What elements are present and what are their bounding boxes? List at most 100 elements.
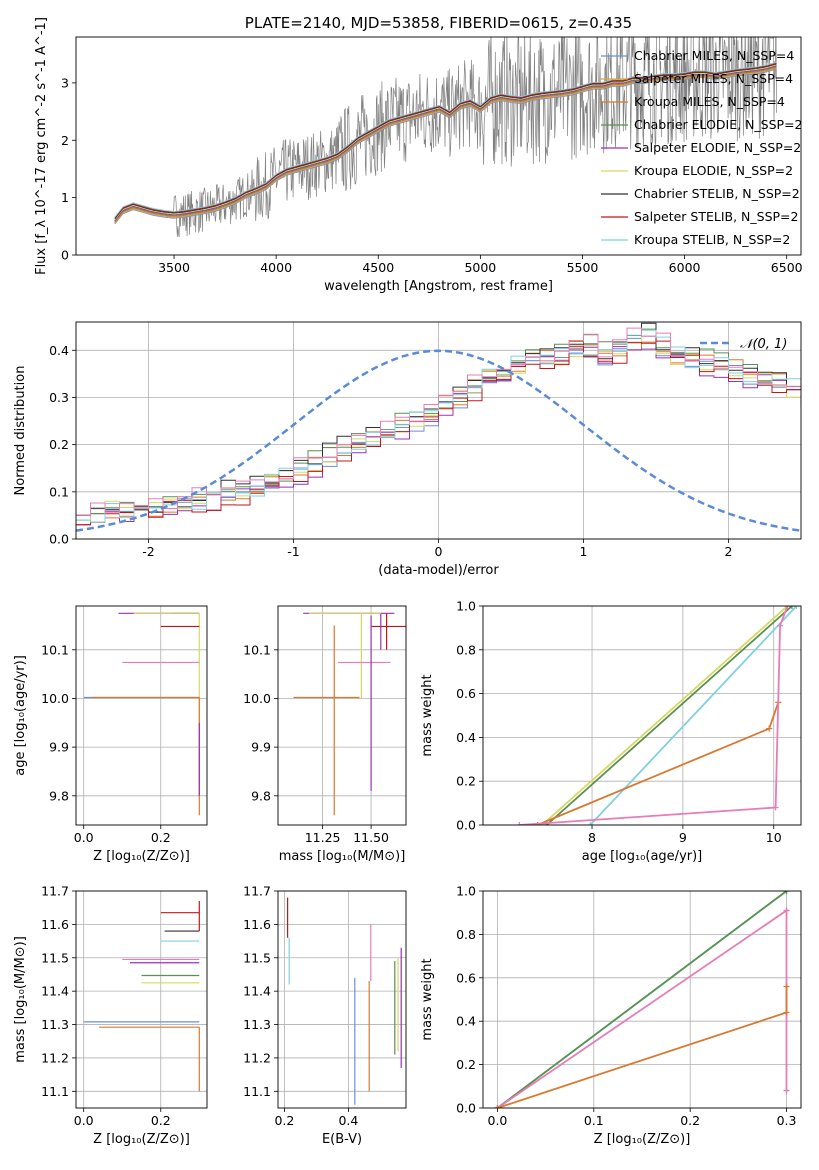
x-axis-label: age [log₁₀(age/yr)] bbox=[582, 849, 703, 864]
x-tick-label: 4000 bbox=[260, 260, 292, 275]
x-tick-label: 6500 bbox=[771, 260, 803, 275]
series-marker bbox=[783, 891, 790, 894]
y-tick-label: 9.8 bbox=[251, 788, 271, 803]
legend-label: Kroupa MILES, N_SSP=4 bbox=[634, 94, 785, 109]
series-marker bbox=[783, 1009, 790, 1016]
series-marker bbox=[766, 725, 773, 732]
line-plot bbox=[494, 891, 790, 1108]
model-spectrum bbox=[114, 61, 777, 218]
series-line bbox=[496, 891, 788, 1108]
y-tick-label: 11.4 bbox=[41, 984, 69, 999]
y-tick-label: 0 bbox=[61, 248, 69, 263]
axes-frame bbox=[75, 36, 802, 256]
y-tick-label: 11.2 bbox=[243, 1050, 271, 1065]
x-tick-label: 3500 bbox=[158, 260, 190, 275]
x-tick-label: 11.25 bbox=[305, 830, 341, 845]
y-tick-label: 1.0 bbox=[456, 884, 476, 899]
chart-title: PLATE=2140, MJD=53858, FIBERID=0615, z=0… bbox=[245, 14, 632, 32]
legend-label: Kroupa ELODIE, N_SSP=2 bbox=[634, 163, 793, 178]
y-tick-label: 11.6 bbox=[243, 917, 271, 932]
model-spectrum bbox=[114, 64, 777, 220]
y-tick-label: 0.2 bbox=[456, 1057, 476, 1072]
x-tick-label: -2 bbox=[142, 544, 154, 559]
model-spectrum bbox=[114, 66, 777, 223]
errorbar-plot bbox=[293, 612, 406, 816]
legend-label: Chabrier STELIB, N_SSP=2 bbox=[634, 186, 800, 201]
model-spectrum bbox=[114, 66, 777, 222]
legend-label: Chabrier ELODIE, N_SSP=2 bbox=[634, 117, 803, 132]
series-marker bbox=[783, 907, 790, 914]
y-axis-label: age [log₁₀(age/yr)] bbox=[13, 655, 28, 776]
y-axis-label: Normed distribution bbox=[13, 366, 28, 496]
spectrum-plot bbox=[114, 37, 777, 238]
series-marker bbox=[772, 804, 779, 811]
x-tick-label: 8 bbox=[588, 830, 596, 845]
y-tick-label: 11.5 bbox=[41, 950, 69, 965]
x-tick-label: 0.0 bbox=[74, 830, 94, 845]
errorbar-plot bbox=[83, 612, 200, 816]
y-tick-label: 11.2 bbox=[41, 1050, 69, 1065]
y-tick-label: 0.2 bbox=[49, 437, 69, 452]
y-tick-label: 11.6 bbox=[41, 917, 69, 932]
axes-frame bbox=[75, 605, 208, 826]
x-axis-label: Z [log₁₀(Z/Z⊙)] bbox=[93, 849, 190, 864]
y-tick-label: 9.9 bbox=[49, 740, 69, 755]
panel-2: 0.0 0.2 9.8 9.9 10.0 10.1 bbox=[41, 605, 208, 845]
axes-frame bbox=[482, 890, 802, 1109]
axes-frame bbox=[277, 605, 407, 826]
line-plot bbox=[516, 606, 800, 825]
x-axis-label: Z [log₁₀(Z/Z⊙)] bbox=[93, 1132, 190, 1147]
gaussian-curve bbox=[76, 349, 801, 532]
x-tick-label: 0.0 bbox=[74, 1113, 94, 1128]
y-tick-label: 9.8 bbox=[49, 788, 69, 803]
y-tick-label: 11.5 bbox=[243, 950, 271, 965]
y-tick-label: 11.3 bbox=[41, 1017, 69, 1032]
x-tick-label: 0.3 bbox=[777, 1113, 797, 1128]
y-tick-label: 11.3 bbox=[243, 1017, 271, 1032]
x-tick-label: 11.50 bbox=[353, 830, 389, 845]
y-tick-label: 0.6 bbox=[456, 970, 476, 985]
y-tick-label: 0.0 bbox=[49, 532, 69, 547]
panel-5: 0.0 0.2 11.1 11.2 11.3 11.4 11.5 11.6 11.7 bbox=[41, 884, 208, 1128]
y-tick-label: 3 bbox=[61, 75, 69, 90]
panel-0: 3500 4000 4500 5000 5500 6000 6500 0 1 2 3 Chabrier… bbox=[61, 36, 803, 275]
x-tick-label: 2 bbox=[725, 544, 733, 559]
y-axis-label: mass weight bbox=[420, 958, 435, 1040]
y-tick-label: 11.1 bbox=[41, 1084, 69, 1099]
x-tick-label: 4500 bbox=[362, 260, 394, 275]
x-tick-label: 0.0 bbox=[488, 1113, 508, 1128]
legend-label: Salpeter MILES, N_SSP=4 bbox=[634, 71, 793, 86]
panel-7: 0.0 0.1 0.2 0.3 0.0 0.2 0.4 0.6 0.8 1.0 bbox=[456, 884, 802, 1128]
y-axis-label: Flux [f_λ 10^-17 erg cm^-2 s^-1 A^-1] bbox=[34, 17, 49, 275]
series-line bbox=[541, 606, 788, 825]
legend-label: Salpeter ELODIE, N_SSP=2 bbox=[634, 140, 801, 155]
x-tick-label: 0.2 bbox=[151, 830, 171, 845]
series-line bbox=[546, 606, 793, 825]
x-tick-label: 1 bbox=[580, 544, 588, 559]
errorbar-plot bbox=[287, 897, 402, 1105]
y-tick-label: 11.1 bbox=[243, 1084, 271, 1099]
histogram-step bbox=[76, 340, 801, 526]
y-tick-label: 1 bbox=[61, 190, 69, 205]
y-tick-label: 0.8 bbox=[456, 642, 476, 657]
series-marker bbox=[783, 983, 790, 990]
model-spectrum bbox=[114, 65, 777, 221]
errorbar-plot bbox=[83, 901, 200, 1092]
panel-4: 8 9 10 0.0 0.2 0.4 0.6 0.8 1.0 bbox=[456, 599, 802, 845]
y-tick-label: 10.1 bbox=[41, 642, 69, 657]
histogram-plot bbox=[76, 322, 801, 532]
y-tick-label: 1.0 bbox=[456, 599, 476, 614]
y-tick-label: 0.8 bbox=[456, 927, 476, 942]
x-tick-label: 6000 bbox=[669, 260, 701, 275]
series-marker bbox=[788, 606, 795, 609]
x-tick-label: 0.2 bbox=[274, 1113, 294, 1128]
legend-label: 𝒩(0, 1) bbox=[740, 337, 787, 352]
y-tick-label: 0.2 bbox=[456, 774, 476, 789]
legend-label: Salpeter STELIB, N_SSP=2 bbox=[634, 209, 798, 224]
series-marker bbox=[587, 822, 594, 825]
y-axis-label: mass [log₁₀(M/M⊙)] bbox=[13, 936, 28, 1063]
axes-frame bbox=[75, 321, 802, 540]
legend-label: Chabrier MILES, N_SSP=4 bbox=[634, 48, 794, 63]
legend-label: Kroupa STELIB, N_SSP=2 bbox=[634, 232, 790, 247]
